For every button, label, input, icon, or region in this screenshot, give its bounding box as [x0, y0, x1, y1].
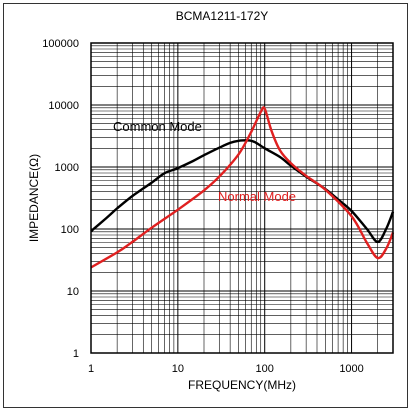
- series-line-common-mode: [90, 139, 395, 244]
- series-group: [90, 106, 395, 269]
- grid: [90, 43, 394, 354]
- y-tick-label: 10000: [48, 100, 79, 112]
- y-axis-label: IMPEDANCE(Ω): [27, 154, 41, 242]
- series-line-normal-mode: [90, 106, 395, 269]
- x-tick-label: 1000: [339, 363, 363, 375]
- y-tick-label: 1: [73, 348, 79, 360]
- chart-title: BCMA1211-172Y: [176, 9, 269, 23]
- chart-frame: [3, 3, 408, 408]
- y-tick-label: 10: [67, 286, 79, 298]
- tick-labels: 1 10 100 1000 1 10 100 1000 10000 100000: [42, 38, 364, 375]
- legend-common-mode: Common Mode: [113, 119, 202, 134]
- legend-normal-mode: Normal Mode: [218, 189, 296, 204]
- y-tick-label: 100: [61, 224, 79, 236]
- x-tick-label: 10: [172, 363, 184, 375]
- y-tick-label: 1000: [55, 162, 79, 174]
- y-tick-label: 100000: [42, 38, 79, 50]
- x-axis-label: FREQUENCY(MHz): [188, 378, 296, 392]
- x-tick-label: 1: [88, 363, 94, 375]
- plot-area-border: [90, 42, 394, 354]
- x-tick-label: 100: [256, 363, 274, 375]
